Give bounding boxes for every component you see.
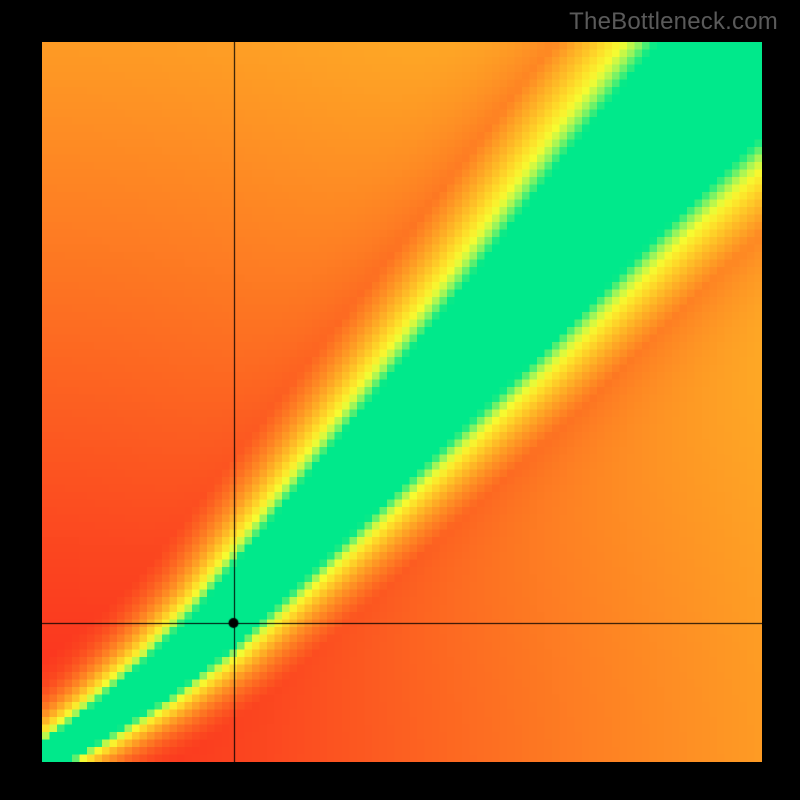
crosshair-overlay: [42, 42, 762, 762]
chart-container: TheBottleneck.com: [0, 0, 800, 800]
watermark-text: TheBottleneck.com: [569, 8, 778, 36]
